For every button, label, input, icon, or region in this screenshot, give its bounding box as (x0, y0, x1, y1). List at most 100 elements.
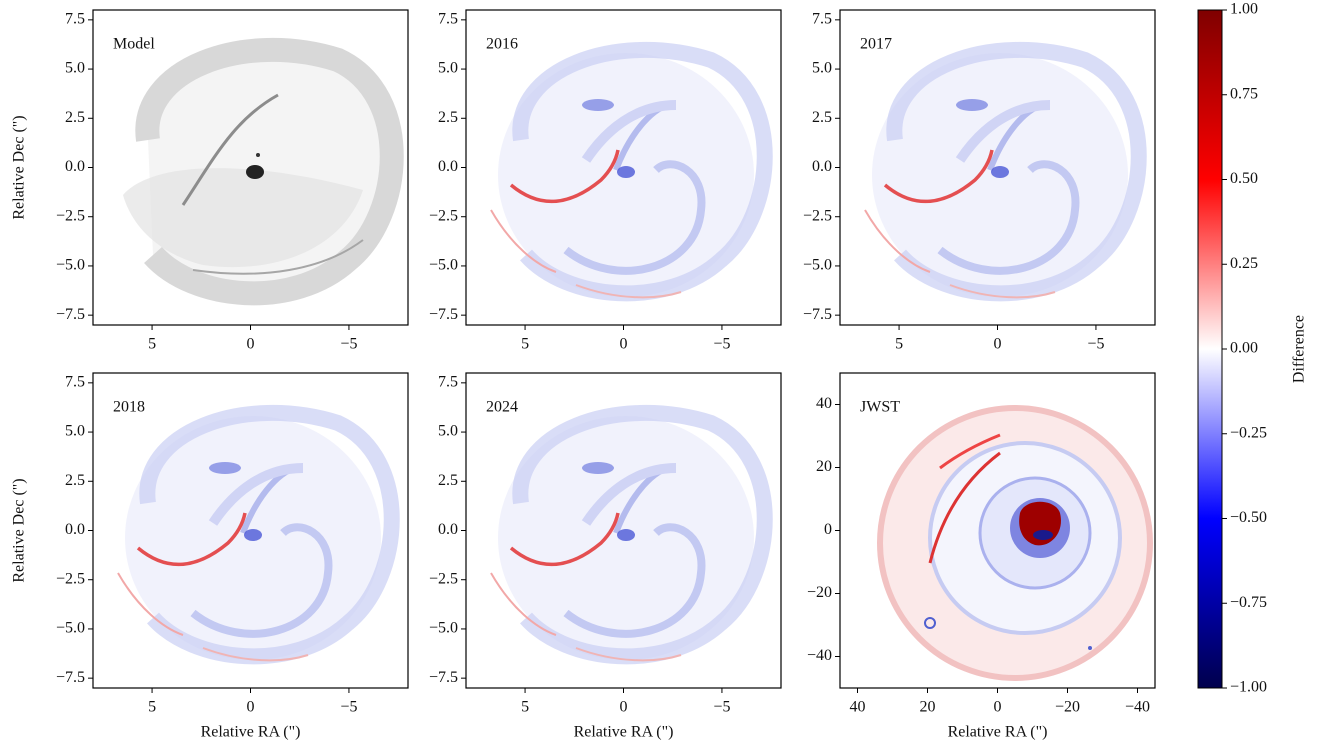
y-tick-label: 0.0 (438, 521, 458, 538)
x-tick-label: −5 (340, 336, 357, 353)
y-tick-label: 5.0 (812, 60, 832, 77)
x-tick-label: 0 (994, 699, 1002, 716)
inner-arc (190, 523, 333, 638)
y-tick-label: −7.5 (56, 669, 85, 686)
field-star (924, 617, 936, 629)
inner-arc (937, 160, 1080, 275)
y-tick-label: 0.0 (438, 158, 458, 175)
blue-blob (582, 99, 614, 111)
loop-edge (581, 463, 677, 526)
y-tick-label: −40 (807, 647, 832, 664)
y-tick-label: −2.5 (56, 207, 85, 224)
y-tick-label: 0.0 (65, 158, 85, 175)
x-tick-label: 0 (620, 336, 628, 353)
red-faint (490, 572, 557, 636)
x-tick-label: 0 (247, 699, 255, 716)
x-tick-label: −5 (713, 336, 730, 353)
core (246, 165, 264, 179)
colorbar-tick-label: −1.00 (1230, 679, 1267, 696)
y-tick-label: −2.5 (429, 207, 458, 224)
shell-lobe (123, 168, 363, 268)
y-tick-label: −5.0 (803, 257, 832, 274)
x-tick-label: 5 (148, 336, 156, 353)
red-streak (883, 149, 994, 204)
y-tick-label: 2.5 (65, 109, 85, 126)
shell-rim (192, 239, 364, 275)
y-tick-label: 5.0 (65, 423, 85, 440)
y-tick-label: 2.5 (438, 109, 458, 126)
y-tick-label: 0.0 (65, 521, 85, 538)
shell-edge (181, 93, 279, 206)
colorbar-tick-label: −0.25 (1230, 424, 1267, 441)
outer-arc (139, 404, 400, 665)
x-tick-label: 0 (994, 336, 1002, 353)
y-tick-label: 7.5 (65, 374, 85, 391)
y-tick-label: 5.0 (438, 60, 458, 77)
y-tick-label: −5.0 (56, 257, 85, 274)
y-tick-label: 2.5 (65, 472, 85, 489)
x-axis-label: Relative RA (") (201, 724, 301, 741)
x-axis-label: Relative RA (") (574, 724, 674, 741)
image (117, 404, 400, 665)
y-axis-label: Relative Dec (") (11, 115, 28, 219)
colorbar (1197, 9, 1223, 689)
colorbar-tick-label: 1.00 (1230, 1, 1258, 18)
blue-core (617, 166, 635, 178)
colorbar-tick-label: 0.50 (1230, 170, 1258, 187)
x-tick-label: 20 (920, 699, 936, 716)
y-tick-label: 0 (824, 521, 832, 538)
panel-title: 2016 (486, 36, 518, 53)
y-tick-label: 5.0 (438, 423, 458, 440)
red-lower (949, 284, 1056, 299)
y-tick-label: 0.0 (812, 158, 832, 175)
red-faint (864, 209, 931, 273)
field-star-2 (1088, 646, 1092, 650)
x-tick-label: 5 (148, 699, 156, 716)
blue-core (244, 529, 262, 541)
y-tick-label: −7.5 (429, 669, 458, 686)
inner-arc (563, 523, 706, 638)
y-tick-label: −7.5 (803, 306, 832, 323)
red-faint (117, 572, 184, 636)
x-tick-label: 5 (521, 699, 529, 716)
y-tick-label: −5.0 (429, 257, 458, 274)
x-tick-label: 5 (895, 336, 903, 353)
colorbar-tick-label: −0.75 (1230, 594, 1267, 611)
image (123, 37, 404, 306)
outer-arc (886, 41, 1147, 302)
colorbar-tick-label: −0.50 (1230, 509, 1267, 526)
x-axis-label: Relative RA (") (948, 724, 1048, 741)
red-lower (575, 284, 682, 299)
blue-blob (956, 99, 988, 111)
y-tick-label: 40 (816, 395, 832, 412)
panel-title: 2018 (113, 399, 145, 416)
inner-arc (563, 160, 706, 275)
image (490, 41, 773, 302)
colorbar-tick-label: 0.00 (1230, 340, 1258, 357)
loop-edge (955, 100, 1051, 163)
y-axis-label: Relative Dec (") (11, 478, 28, 582)
x-tick-label: 0 (620, 699, 628, 716)
colorbar-tick-label: 0.25 (1230, 255, 1258, 272)
colorbar-label: Difference (1291, 315, 1308, 383)
red-streak (509, 149, 620, 204)
star (256, 153, 260, 157)
outer-arc (512, 41, 773, 302)
panel-title: Model (113, 36, 155, 53)
blue-blob (209, 462, 241, 474)
image (490, 404, 773, 665)
y-tick-label: 7.5 (438, 11, 458, 28)
blue-core (991, 166, 1009, 178)
y-tick-label: −20 (807, 584, 832, 601)
red-streak-2 (939, 433, 1001, 470)
blue-blob (582, 462, 614, 474)
x-tick-label: −5 (713, 699, 730, 716)
x-tick-label: −40 (1125, 699, 1150, 716)
y-tick-label: 7.5 (65, 11, 85, 28)
outer-arc (512, 404, 773, 665)
y-tick-label: −2.5 (429, 570, 458, 587)
red-streak (928, 451, 1001, 564)
x-tick-label: −5 (1087, 336, 1104, 353)
panel-title: 2017 (860, 36, 892, 53)
